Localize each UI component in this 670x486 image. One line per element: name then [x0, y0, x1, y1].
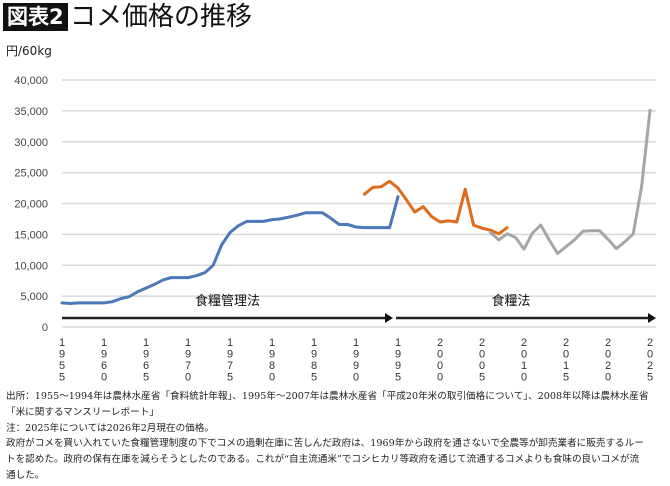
series-line-2: [488, 108, 652, 255]
y-tick-label: 5,000: [20, 291, 48, 303]
description-line: 政府がコメを買い入れていた食糧管理制度の下でコメの過剰在庫に苦しんだ政府は、19…: [6, 438, 644, 450]
price-note: 注：2025年については2026年2月現在の価格。: [6, 422, 214, 434]
y-tick-label: 30,000: [14, 137, 48, 149]
period-label: 食糧法: [491, 293, 530, 309]
period-label: 食糧管理法: [195, 293, 260, 309]
y-tick-label: 40,000: [14, 75, 48, 87]
series-line-0: [60, 195, 400, 305]
arrowhead-icon: [648, 313, 656, 323]
y-tick-label: 35,000: [14, 106, 48, 118]
y-tick-label: 20,000: [14, 199, 48, 211]
arrowhead-icon: [385, 313, 393, 323]
y-axis-unit: 円/60kg: [6, 44, 52, 58]
y-tick-label: 15,000: [14, 229, 48, 241]
source-note: 出所：1955～1994年は農林水産省「食料統計年報」、1995年～2007年は…: [6, 391, 649, 402]
y-tick-label: 25,000: [14, 168, 48, 180]
y-tick-label: 0: [42, 322, 48, 334]
description-line: トを認めた。政府の保有在庫を減らそうとしたのである。これが“自主流通米”でコシヒ…: [6, 454, 640, 466]
source-note-cont: 「米に関するマンスリーレポート」: [6, 406, 159, 418]
description-line: 通した。: [6, 469, 45, 481]
series-line-1: [362, 179, 509, 236]
footnotes: 出所：1955～1994年は農林水産省「食料統計年報」、1995年～2007年は…: [6, 389, 666, 484]
y-tick-label: 10,000: [14, 260, 48, 272]
chart-title: コメ価格の推移: [70, 2, 253, 32]
figure-label: 図表2: [3, 3, 68, 31]
